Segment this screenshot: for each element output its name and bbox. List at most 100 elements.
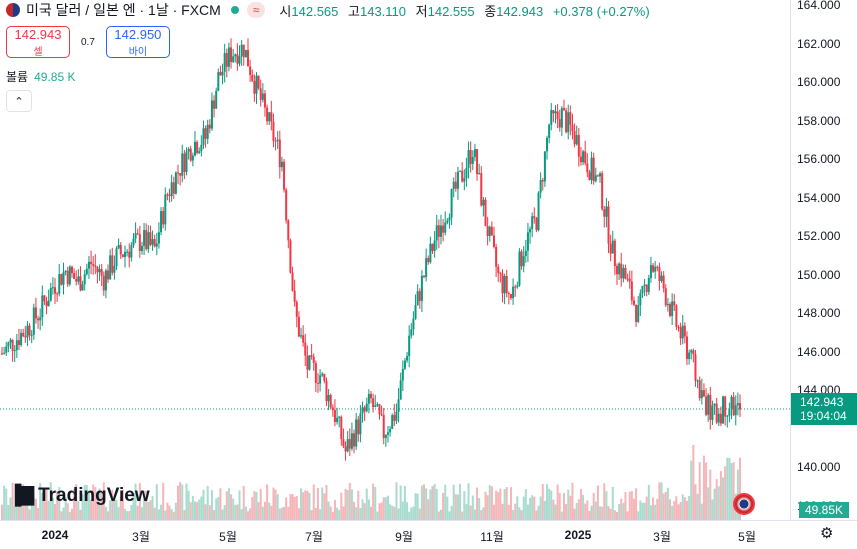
volume-bar [456, 494, 459, 520]
volume-bar [503, 489, 506, 520]
candle-body [454, 181, 457, 189]
candles [1, 38, 741, 461]
volume-bar [155, 484, 158, 520]
volume-bar [671, 505, 674, 520]
volume-bar [132, 493, 135, 520]
open-value: 142.565 [291, 3, 339, 19]
candle-body [505, 276, 508, 294]
time-axis[interactable]: ⚙ 2024 3월 5월 7월 9월 11월 2025 3월 5월 [0, 520, 857, 549]
volume-bar [232, 498, 235, 520]
candle-body [170, 182, 173, 197]
candle-body [518, 251, 521, 286]
candle-body [469, 150, 472, 164]
volume-bar [732, 462, 735, 520]
volume-bar [189, 502, 192, 520]
volume-bar [293, 496, 296, 520]
candle-body [490, 226, 493, 236]
volume-bar [618, 503, 621, 520]
candle-body [338, 416, 341, 418]
volume-bar [541, 484, 544, 520]
candle-body [370, 393, 372, 399]
candle-body [7, 342, 10, 347]
tradingview-logo[interactable]: ▐▇ TradingView [8, 484, 150, 507]
volume-bar [312, 484, 315, 520]
volume-bar [675, 496, 678, 520]
collapse-legend-button[interactable]: ⌃ [6, 90, 32, 112]
candle-body [664, 288, 667, 306]
candle-body [276, 139, 279, 141]
candle-body [403, 360, 406, 369]
candle-body [196, 141, 199, 153]
volume-bar [219, 488, 222, 520]
volume-bar [191, 496, 194, 520]
us-flag-icon [6, 3, 20, 17]
price-chart[interactable] [0, 0, 790, 520]
sell-button[interactable]: 142.943 셀 [6, 26, 70, 58]
candle-body [329, 394, 332, 408]
volume-bar [355, 507, 358, 520]
symbol-title[interactable]: 미국 달러 / 일본 엔 · 1날 · FXCM [26, 2, 221, 18]
volume-label: 볼륨 [6, 70, 29, 84]
candle-body [694, 354, 697, 381]
candle-body [450, 189, 453, 218]
volume-bar [554, 504, 557, 520]
candle-body [526, 232, 529, 251]
volume-bar [393, 506, 396, 520]
candle-body [344, 446, 347, 452]
volume-bar [227, 488, 230, 520]
candle-body [531, 216, 534, 230]
volume-bar [556, 484, 559, 520]
price-axis-label: 148.000 [797, 306, 841, 320]
candle-body [543, 151, 546, 182]
candle-body [134, 233, 137, 239]
candle-body [77, 276, 80, 282]
settings-gear-icon[interactable]: ⚙ [820, 525, 834, 542]
volume-bar [690, 460, 693, 520]
candle-body [272, 121, 275, 141]
volume-bar [49, 482, 52, 520]
volume-bar [297, 508, 300, 520]
candle-body [355, 419, 358, 447]
volume-bar [386, 495, 389, 520]
volume-bar [346, 490, 349, 520]
volume-bar [70, 508, 73, 520]
volume-bar [726, 457, 729, 520]
candle-body [632, 300, 635, 305]
volume-bar [310, 510, 313, 520]
event-flag-icon[interactable] [733, 493, 755, 515]
volume-bar [537, 505, 540, 520]
price-axis[interactable]: 138.000140.000144.000146.000148.000150.0… [790, 0, 857, 520]
volume-bar [607, 506, 610, 520]
volume-bar [624, 491, 627, 520]
candle-body [639, 293, 642, 306]
candle-body [145, 230, 148, 250]
volume-bar [77, 501, 80, 520]
candle-body [414, 305, 417, 319]
time-axis-label: 3월 [132, 530, 150, 544]
volume-bar [160, 504, 163, 520]
candle-body [143, 230, 146, 246]
volume-bar [32, 497, 35, 520]
volume-bar [649, 505, 652, 520]
volume-bar [529, 497, 532, 520]
candle-body [219, 72, 222, 76]
candle-body [289, 240, 292, 273]
candle-body [550, 110, 553, 125]
candle-body [603, 209, 606, 217]
volume-bar [43, 501, 46, 520]
volume-bar [635, 488, 638, 520]
candle-body [113, 265, 116, 273]
candle-body [493, 235, 495, 247]
candle-body [618, 263, 621, 275]
volume-bar [431, 486, 434, 520]
buy-button[interactable]: 142.950 바이 [105, 26, 170, 58]
volume-bar [461, 511, 464, 520]
candle-body [495, 246, 498, 267]
candle-body [73, 273, 76, 279]
candle-body [81, 284, 84, 291]
data-status-badge[interactable]: ≈ [246, 2, 266, 18]
candle-body [221, 71, 224, 76]
volume-bar [26, 492, 29, 520]
candle-body [204, 128, 207, 139]
candle-body [79, 276, 82, 291]
